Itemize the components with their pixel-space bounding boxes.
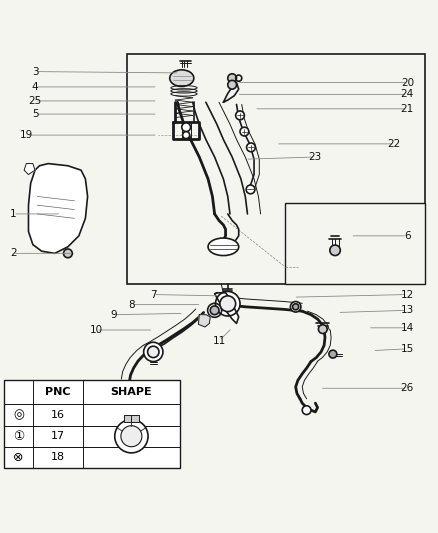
Text: 25: 25 xyxy=(28,96,42,106)
Circle shape xyxy=(293,304,299,310)
Polygon shape xyxy=(28,164,88,253)
Text: 13: 13 xyxy=(401,305,414,316)
Text: 23: 23 xyxy=(309,152,322,162)
Bar xyxy=(4,447,180,468)
Bar xyxy=(4,405,180,426)
Circle shape xyxy=(236,111,244,120)
Text: 18: 18 xyxy=(51,453,65,463)
Circle shape xyxy=(64,249,72,258)
Circle shape xyxy=(228,80,237,89)
Text: 7: 7 xyxy=(150,289,157,300)
Text: 22: 22 xyxy=(388,139,401,149)
Bar xyxy=(4,426,180,447)
Circle shape xyxy=(210,306,219,314)
Circle shape xyxy=(330,245,340,255)
Text: 2: 2 xyxy=(10,248,17,259)
Circle shape xyxy=(302,406,311,415)
Polygon shape xyxy=(215,293,239,324)
Text: ◎: ◎ xyxy=(13,409,24,422)
Circle shape xyxy=(148,346,159,358)
Circle shape xyxy=(220,296,236,312)
Ellipse shape xyxy=(170,70,194,86)
Text: 12: 12 xyxy=(401,289,414,300)
Polygon shape xyxy=(24,164,35,174)
Text: ①: ① xyxy=(13,430,24,443)
Text: 6: 6 xyxy=(404,231,411,241)
Bar xyxy=(4,381,180,468)
Text: 17: 17 xyxy=(51,431,65,441)
Text: 8: 8 xyxy=(128,300,135,310)
Text: 11: 11 xyxy=(212,336,226,346)
Ellipse shape xyxy=(208,238,239,255)
Polygon shape xyxy=(198,314,210,327)
Text: PNC: PNC xyxy=(45,387,71,398)
Text: 26: 26 xyxy=(401,383,414,393)
Text: 21: 21 xyxy=(401,104,414,114)
Circle shape xyxy=(246,185,255,194)
Text: 10: 10 xyxy=(90,325,103,335)
Text: 9: 9 xyxy=(110,310,117,320)
Text: 3: 3 xyxy=(32,67,39,77)
Circle shape xyxy=(215,292,240,316)
Bar xyxy=(127,54,425,284)
Text: 14: 14 xyxy=(401,323,414,333)
Circle shape xyxy=(240,127,249,136)
Text: 19: 19 xyxy=(20,130,33,140)
Circle shape xyxy=(329,350,337,358)
Text: 15: 15 xyxy=(401,344,414,354)
Text: 1: 1 xyxy=(10,209,17,219)
Text: 24: 24 xyxy=(401,90,414,99)
Circle shape xyxy=(183,132,190,139)
Circle shape xyxy=(144,342,163,361)
Text: SHAPE: SHAPE xyxy=(110,387,152,398)
Circle shape xyxy=(290,302,301,312)
Circle shape xyxy=(247,143,255,152)
Bar xyxy=(124,415,139,422)
Bar xyxy=(285,203,425,284)
Circle shape xyxy=(318,325,327,334)
Text: 4: 4 xyxy=(32,82,39,92)
Text: ⊗: ⊗ xyxy=(14,451,24,464)
Text: 16: 16 xyxy=(51,410,65,420)
Circle shape xyxy=(121,426,142,447)
Text: 5: 5 xyxy=(32,109,39,119)
Circle shape xyxy=(228,74,237,83)
Text: 20: 20 xyxy=(401,77,414,87)
Circle shape xyxy=(115,419,148,453)
Circle shape xyxy=(182,123,191,132)
Bar xyxy=(4,381,180,405)
